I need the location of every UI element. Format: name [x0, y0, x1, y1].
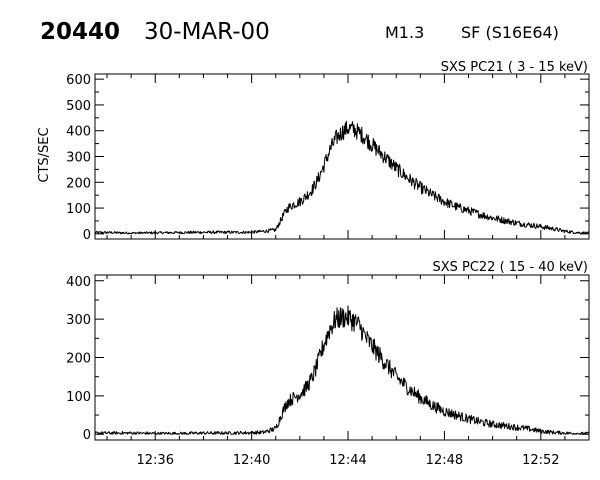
panel-title-pc21: SXS PC21 ( 3 - 15 keV): [441, 60, 588, 75]
event-id: 20440: [40, 19, 120, 45]
x-tick-label: 12:36: [137, 453, 174, 468]
series-line-pc21: [94, 120, 590, 235]
panel-title-pc22: SXS PC22 ( 15 - 40 keV): [432, 260, 588, 275]
x-tick-label: 12:48: [426, 453, 463, 468]
x-tick-label: 12:40: [233, 453, 270, 468]
event-date: 30-MAR-00: [144, 19, 270, 45]
panel-pc22: SXS PC22 ( 15 - 40 keV) 0 100 200 300 400 12:…: [66, 260, 590, 468]
y-tick-label: 300: [66, 313, 91, 328]
y-tick-label: 0: [83, 428, 91, 443]
plot-frame-pc22: [94, 274, 590, 441]
y-tick-label: 200: [66, 176, 91, 191]
x-tick-label: 12:44: [329, 453, 366, 468]
y-tick-label: 0: [83, 228, 91, 243]
y-axis-label: CTS/SEC: [37, 127, 52, 182]
panel-pc21: SXS PC21 ( 3 - 15 keV) CTS/SEC 0 100 200 30…: [37, 60, 590, 243]
y-tick-label: 200: [66, 352, 91, 367]
y-tick-label: 300: [66, 151, 91, 166]
y-tick-label: 400: [66, 125, 91, 140]
flare-info: SF (S16E64): [461, 23, 559, 42]
axis-ticks-pc21: 0 100 200 300 400 500 600: [66, 73, 590, 243]
y-tick-label: 100: [66, 390, 91, 405]
goes-class: M1.3: [385, 23, 424, 42]
series-line-pc22: [94, 305, 590, 435]
plot-frame-pc21: [94, 73, 590, 240]
y-tick-label: 100: [66, 202, 91, 217]
y-tick-label: 600: [66, 73, 91, 88]
y-tick-label: 400: [66, 275, 91, 290]
x-tick-label: 12:52: [522, 453, 559, 468]
axis-ticks-pc22: 0 100 200 300 400 12:36 12:40 12:44 12:48 12:52: [66, 275, 590, 468]
y-tick-label: 500: [66, 99, 91, 114]
